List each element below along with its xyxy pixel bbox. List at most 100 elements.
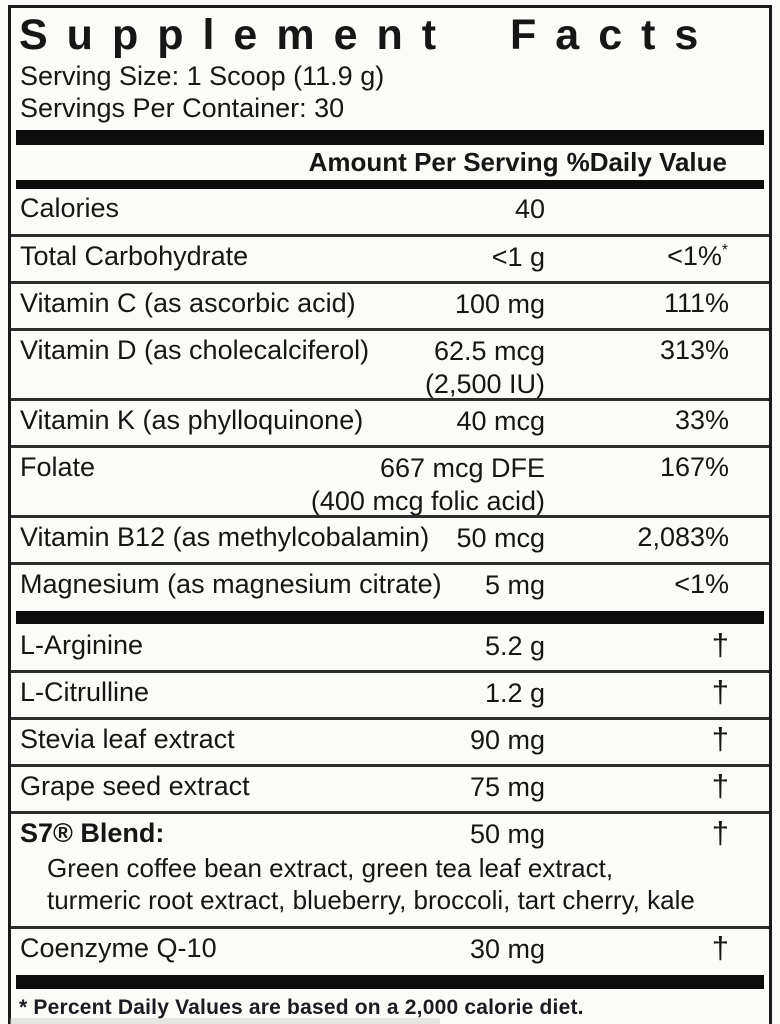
amount-value: 40 mcg xyxy=(456,405,545,436)
serving-size: Serving Size: 1 Scoop (11.9 g) xyxy=(20,61,385,92)
amount-value: 50 mcg xyxy=(456,522,545,553)
amount-cell: 1.2 g xyxy=(485,677,545,710)
supplement-label-page: Supplement Facts Serving Size: 1 Scoop (… xyxy=(0,5,780,1024)
daily-value-cell: 167% xyxy=(660,452,729,483)
divider-bar-thick xyxy=(16,129,764,145)
daily-value-cell: <1% xyxy=(674,569,729,600)
daily-value-footnote-marker: * xyxy=(721,241,729,259)
nutrient-name: Vitamin D (as cholecalciferol) xyxy=(20,334,370,365)
daily-value-text: 167% xyxy=(659,451,729,482)
nutrient-name: L-Arginine xyxy=(20,629,144,660)
nutrient-name: Magnesium (as magnesium citrate) xyxy=(20,568,442,599)
nutrient-row: Calories 40 xyxy=(11,189,769,233)
nutrient-row: L-Citrulline 1.2 g † xyxy=(11,669,769,717)
amount-cell: 30 mg xyxy=(470,933,545,966)
amount-value: 1.2 g xyxy=(484,677,545,708)
daily-value-text: † xyxy=(711,767,729,803)
nutrient-name: Stevia leaf extract xyxy=(20,723,235,754)
daily-value-cell: † xyxy=(711,814,729,850)
daily-value-text: <1% xyxy=(667,240,722,271)
amount-per-serving-header: Amount Per Serving xyxy=(308,146,559,177)
amount-cell: 40 xyxy=(515,193,545,226)
blend-ingredients: Green coffee bean extract, green tea lea… xyxy=(11,849,769,917)
daily-value-text: 33% xyxy=(674,404,729,435)
nutrient-name: Vitamin B12 (as methylcobalamin) xyxy=(20,521,430,552)
nutrient-row: Vitamin K (as phylloquinone) 40 mcg 33% xyxy=(11,397,769,445)
daily-value-text: <1% xyxy=(674,568,729,599)
daily-value-text: † xyxy=(711,814,729,850)
nutrient-row: Vitamin C (as ascorbic acid) 100 mg 111% xyxy=(11,280,769,328)
daily-value-text: † xyxy=(711,673,729,709)
daily-value-cell: 2,083% xyxy=(637,522,729,553)
daily-value-cell: <1%* xyxy=(667,241,729,272)
daily-value-header: %Daily Value xyxy=(566,146,727,177)
amount-value: 5.2 g xyxy=(484,630,545,661)
divider-bar-medium xyxy=(16,180,764,190)
amount-cell: 667 mcg DFE (400 mcg folic acid) xyxy=(311,452,545,518)
amount-cell: 5 mg xyxy=(485,569,545,602)
nutrient-name: Folate xyxy=(20,451,96,482)
nutrient-row: Stevia leaf extract 90 mg † xyxy=(11,716,769,764)
nutrient-row: Vitamin B12 (as methylcobalamin) 50 mcg 2,… xyxy=(11,514,769,562)
panel-title: Supplement Facts xyxy=(19,11,718,59)
daily-value-cell: † xyxy=(711,929,729,965)
cut-off-text-artifact xyxy=(10,1018,440,1024)
nutrient-name: Calories xyxy=(20,193,120,224)
nutrient-row: Vitamin D (as cholecalciferol) 62.5 mcg (2… xyxy=(11,327,769,399)
amount-value-secondary: (400 mcg folic acid) xyxy=(310,485,545,516)
nutrient-row: S7® Blend: 50 mg † Green coffee bean extrac… xyxy=(11,810,769,926)
daily-value-cell: 33% xyxy=(675,405,729,436)
daily-value-text: 111% xyxy=(663,287,729,318)
amount-value: 90 mg xyxy=(469,724,545,755)
nutrient-rows: Calories 40 Total Carbohydrate <1 g <1%* Vita… xyxy=(11,189,769,973)
daily-value-text: 313% xyxy=(659,334,729,365)
divider-bar-thick xyxy=(16,975,764,990)
daily-value-cell: 111% xyxy=(664,288,729,319)
amount-value: 62.5 mcg xyxy=(433,335,545,366)
amount-cell: 100 mg xyxy=(455,288,545,321)
amount-value: 50 mg xyxy=(469,818,545,849)
nutrient-row: Grape seed extract 75 mg † xyxy=(11,763,769,811)
nutrient-row: Coenzyme Q-10 30 mg † xyxy=(11,925,769,973)
amount-cell: 5.2 g xyxy=(485,630,545,663)
column-header-row: Amount Per Serving %Daily Value xyxy=(11,145,769,181)
daily-value-cell: † xyxy=(711,720,729,756)
section-divider-bar xyxy=(16,610,764,624)
daily-value-text: † xyxy=(711,720,729,756)
amount-cell: 75 mg xyxy=(470,771,545,804)
amount-cell: 50 mcg xyxy=(456,522,545,555)
amount-value: 30 mg xyxy=(469,933,545,964)
nutrient-name: Total Carbohydrate xyxy=(20,240,249,271)
amount-value: 100 mg xyxy=(454,288,545,319)
nutrient-row: Total Carbohydrate <1 g <1%* xyxy=(11,233,769,281)
amount-value: 667 mcg DFE xyxy=(379,452,545,483)
amount-value: <1 g xyxy=(491,241,545,272)
nutrient-name: Grape seed extract xyxy=(20,770,250,801)
nutrient-name: Vitamin C (as ascorbic acid) xyxy=(20,287,356,318)
nutrient-row: Folate 667 mcg DFE (400 mcg folic acid) 167… xyxy=(11,444,769,518)
amount-value: 5 mg xyxy=(484,569,545,600)
amount-value-secondary: (2,500 IU) xyxy=(424,368,545,399)
amount-cell: 90 mg xyxy=(470,724,545,757)
nutrient-row: Magnesium (as magnesium citrate) 5 mg <1% xyxy=(11,561,769,609)
daily-value-text: 2,083% xyxy=(637,521,729,552)
nutrient-name: L-Citrulline xyxy=(20,676,150,707)
nutrient-name: S7® Blend: xyxy=(20,817,165,848)
amount-cell: 50 mg xyxy=(470,818,545,851)
supplement-facts-panel: Supplement Facts Serving Size: 1 Scoop (… xyxy=(8,5,772,1024)
nutrient-name: Vitamin K (as phylloquinone) xyxy=(20,404,364,435)
daily-value-cell: 313% xyxy=(660,335,729,366)
daily-value-text: † xyxy=(711,626,729,662)
nutrient-name: Coenzyme Q-10 xyxy=(20,932,217,963)
blend-ingredients-line: Green coffee bean extract, green tea lea… xyxy=(47,852,614,883)
daily-value-cell: † xyxy=(711,626,729,662)
amount-value: 75 mg xyxy=(469,771,545,802)
daily-value-text: † xyxy=(711,929,729,965)
amount-value: 40 xyxy=(514,194,545,225)
footnote-percent-daily-value: * Percent Daily Values are based on a 2,… xyxy=(19,996,584,1020)
daily-value-cell: † xyxy=(711,673,729,709)
nutrient-row: L-Arginine 5.2 g † xyxy=(11,626,769,670)
blend-ingredients-line: turmeric root extract, blueberry, brocco… xyxy=(47,885,695,916)
daily-value-cell: † xyxy=(711,767,729,803)
amount-cell: <1 g xyxy=(492,241,545,274)
